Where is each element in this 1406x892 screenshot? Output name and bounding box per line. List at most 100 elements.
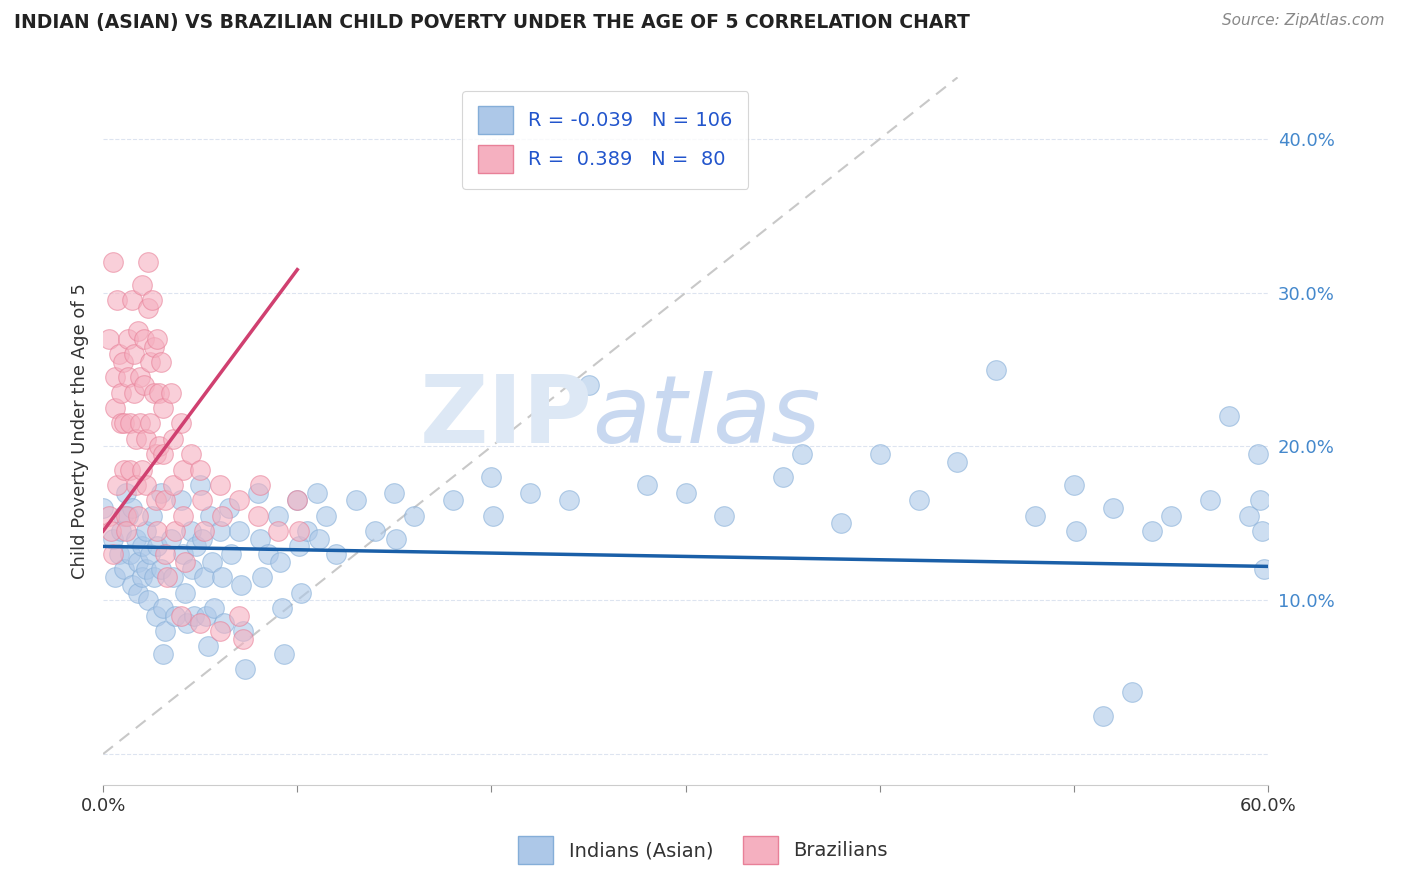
Point bbox=[288, 540, 311, 554]
Point bbox=[114, 562, 136, 576]
Point bbox=[211, 508, 233, 523]
Point bbox=[122, 385, 145, 400]
Point bbox=[135, 478, 157, 492]
Point bbox=[138, 547, 160, 561]
Point bbox=[127, 324, 149, 338]
Point bbox=[364, 524, 387, 538]
Point bbox=[163, 608, 186, 623]
Point bbox=[218, 500, 240, 515]
Point bbox=[482, 508, 505, 523]
Point bbox=[172, 462, 194, 476]
Point bbox=[830, 516, 852, 531]
Point bbox=[1237, 508, 1260, 523]
Point bbox=[138, 417, 160, 431]
Point bbox=[135, 524, 157, 538]
Point bbox=[146, 524, 169, 538]
Point bbox=[1064, 524, 1087, 538]
Point bbox=[131, 278, 153, 293]
Point bbox=[141, 508, 163, 523]
Point bbox=[1251, 524, 1274, 538]
Point bbox=[176, 616, 198, 631]
Point bbox=[270, 601, 292, 615]
Y-axis label: Child Poverty Under the Age of 5: Child Poverty Under the Age of 5 bbox=[72, 283, 89, 579]
Point bbox=[131, 462, 153, 476]
Point bbox=[152, 647, 174, 661]
Point bbox=[125, 532, 148, 546]
Point bbox=[1121, 685, 1143, 699]
Legend: R = -0.039   N = 106, R =  0.389   N =  80: R = -0.039 N = 106, R = 0.389 N = 80 bbox=[463, 91, 748, 188]
Point bbox=[107, 547, 129, 561]
Point bbox=[385, 532, 408, 546]
Point bbox=[986, 362, 1008, 376]
Point bbox=[111, 508, 134, 523]
Point bbox=[150, 355, 173, 369]
Point bbox=[117, 370, 139, 384]
Point bbox=[257, 547, 280, 561]
Point bbox=[249, 478, 271, 492]
Point bbox=[146, 540, 169, 554]
Point bbox=[183, 608, 205, 623]
Point bbox=[325, 547, 347, 561]
Point bbox=[114, 417, 136, 431]
Point bbox=[578, 378, 600, 392]
Point bbox=[136, 593, 159, 607]
Point bbox=[201, 555, 224, 569]
Point bbox=[249, 532, 271, 546]
Point bbox=[1101, 500, 1123, 515]
Point bbox=[105, 293, 128, 308]
Point bbox=[208, 478, 231, 492]
Text: Source: ZipAtlas.com: Source: ZipAtlas.com bbox=[1222, 13, 1385, 29]
Point bbox=[101, 532, 124, 546]
Point bbox=[1063, 478, 1085, 492]
Point bbox=[163, 524, 186, 538]
Point bbox=[152, 601, 174, 615]
Point bbox=[247, 508, 270, 523]
Point bbox=[285, 493, 308, 508]
Point bbox=[91, 500, 114, 515]
Point bbox=[402, 508, 425, 523]
Point bbox=[173, 585, 195, 599]
Point bbox=[145, 493, 167, 508]
Point bbox=[142, 339, 165, 353]
Point bbox=[132, 378, 155, 392]
Text: atlas: atlas bbox=[592, 371, 821, 462]
Point bbox=[202, 601, 225, 615]
Point bbox=[127, 555, 149, 569]
Legend: Indians (Asian), Brazilians: Indians (Asian), Brazilians bbox=[509, 826, 897, 873]
Point bbox=[136, 301, 159, 315]
Point bbox=[150, 562, 173, 576]
Point bbox=[907, 493, 929, 508]
Point bbox=[188, 478, 211, 492]
Point bbox=[869, 447, 891, 461]
Point bbox=[101, 547, 124, 561]
Point bbox=[186, 540, 208, 554]
Point bbox=[232, 624, 254, 638]
Point bbox=[127, 585, 149, 599]
Point bbox=[115, 508, 138, 523]
Point bbox=[120, 462, 142, 476]
Point bbox=[315, 508, 337, 523]
Point bbox=[173, 555, 195, 569]
Point bbox=[104, 401, 127, 415]
Point bbox=[141, 293, 163, 308]
Point bbox=[1218, 409, 1240, 423]
Point bbox=[131, 570, 153, 584]
Point bbox=[135, 562, 157, 576]
Point bbox=[105, 478, 128, 492]
Point bbox=[1253, 562, 1275, 576]
Point bbox=[100, 524, 122, 538]
Point bbox=[191, 493, 214, 508]
Point bbox=[117, 332, 139, 346]
Point bbox=[228, 524, 250, 538]
Point bbox=[232, 632, 254, 646]
Point bbox=[97, 332, 120, 346]
Point bbox=[1247, 447, 1270, 461]
Point bbox=[115, 524, 138, 538]
Point bbox=[219, 547, 242, 561]
Point bbox=[481, 470, 503, 484]
Point bbox=[110, 524, 132, 538]
Point bbox=[160, 532, 183, 546]
Point bbox=[170, 417, 193, 431]
Point bbox=[156, 570, 179, 584]
Point bbox=[1092, 708, 1115, 723]
